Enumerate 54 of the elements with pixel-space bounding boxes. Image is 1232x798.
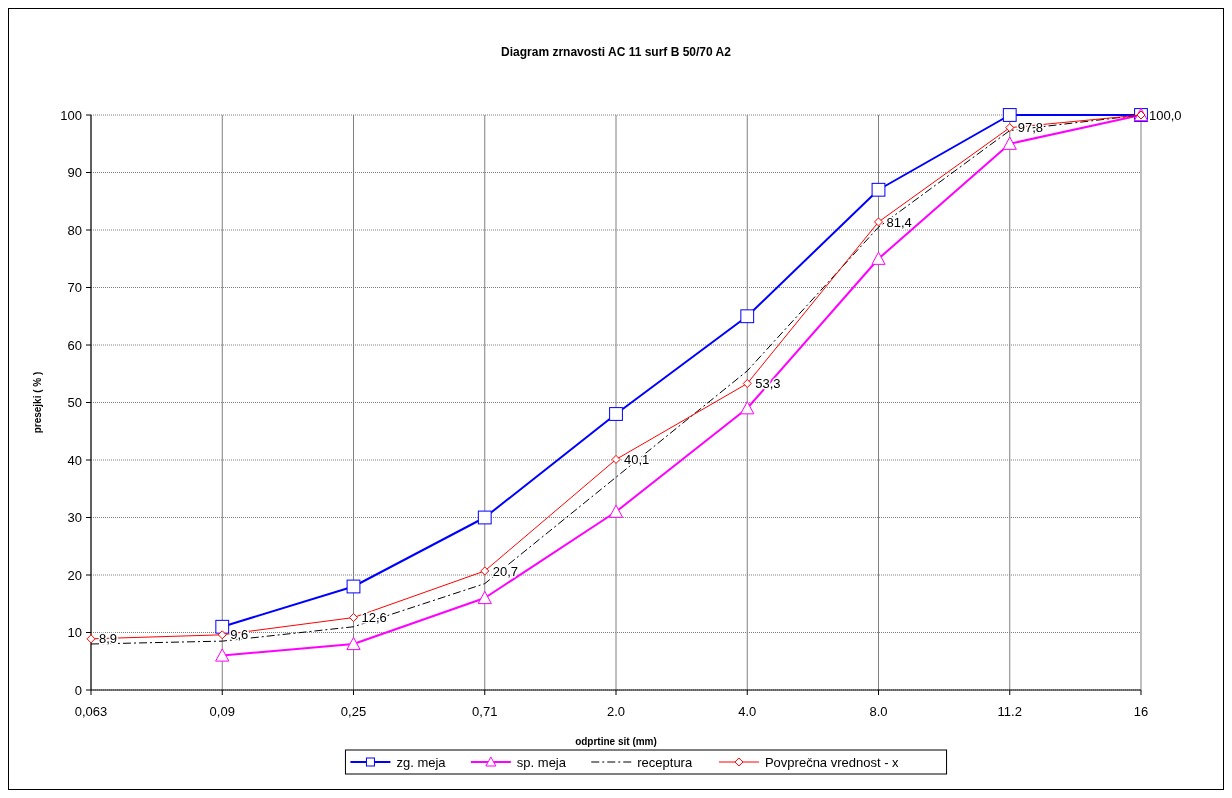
y-axis-title: presejki ( % ) [32, 371, 43, 434]
point [1005, 123, 1015, 133]
data-label: 20,7 [492, 563, 519, 579]
point [215, 648, 230, 662]
y-tick-label: 90 [67, 165, 82, 181]
legend-label: sp. meja [516, 754, 567, 770]
data-label: 40,1 [624, 451, 650, 467]
point [215, 619, 230, 634]
y-tick-label: 0 [74, 682, 82, 698]
x-tick-label: 0,25 [340, 704, 367, 719]
point [742, 379, 752, 389]
y-tick-label: 100 [60, 107, 82, 123]
y-tick-label: 60 [67, 337, 82, 353]
point [871, 182, 886, 197]
point [346, 636, 361, 651]
legend-label: Povprečna vrednost - x [764, 754, 900, 770]
x-tick-label: 0,063 [74, 704, 108, 719]
point [86, 634, 96, 644]
point [217, 630, 227, 640]
y-tick-label: 70 [67, 280, 82, 296]
x-axis-title: odprtine sit (mm) [575, 736, 657, 747]
x-tick-label: 0,09 [209, 704, 235, 719]
point [740, 401, 755, 415]
point [480, 566, 490, 576]
x-tick-label: 4.0 [738, 704, 757, 719]
point [611, 454, 621, 464]
x-tick-label: 2.0 [606, 704, 626, 719]
y-tick-label: 10 [67, 625, 82, 641]
point [609, 407, 623, 421]
y-tick-label: 20 [67, 567, 82, 583]
point [1002, 136, 1017, 150]
point [871, 251, 886, 265]
data-label: 100,0 [1149, 107, 1182, 123]
point [477, 590, 492, 605]
data-label: 81,4 [886, 214, 912, 230]
legend-label: receptura [637, 754, 693, 770]
point [349, 613, 358, 623]
point [477, 510, 492, 525]
x-tick-label: 16 [1133, 704, 1149, 719]
x-tick-label: 0,71 [472, 704, 498, 719]
point [1002, 108, 1017, 122]
point [608, 504, 624, 518]
point [874, 217, 883, 227]
x-tick-label: 8.0 [869, 704, 888, 719]
y-tick-label: 30 [67, 510, 82, 526]
chart-title: Diagram zrnavosti AC 11 surf B 50/70 A2 [501, 45, 732, 59]
point [346, 579, 361, 594]
data-label: 12,6 [361, 610, 387, 626]
x-tick-label: 11.2 [997, 704, 1022, 719]
y-tick-label: 40 [67, 452, 82, 468]
y-tick-label: 80 [67, 222, 82, 238]
point [740, 309, 755, 324]
y-tick-label: 50 [67, 395, 82, 411]
legend-label: zg. meja [396, 754, 447, 770]
